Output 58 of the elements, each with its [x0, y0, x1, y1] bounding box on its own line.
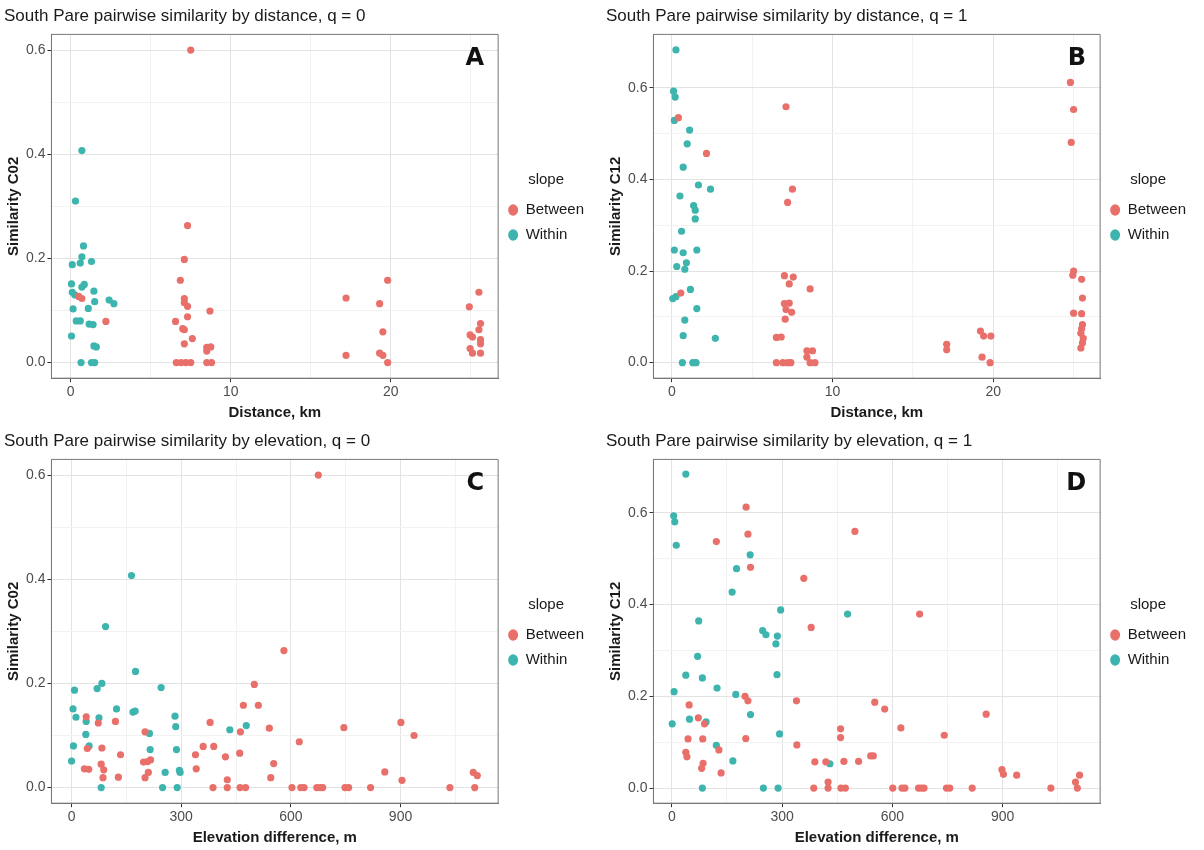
- annotation: C: [466, 467, 485, 496]
- y-tick-label: 0.4: [25, 145, 46, 162]
- chart-title: South Pare pairwise similarity by distance, q = 1: [606, 5, 968, 25]
- x-tick-label: 0: [67, 808, 76, 825]
- annotation: D: [1066, 467, 1087, 496]
- y-tick-label: 0.2: [627, 261, 648, 278]
- y-axis-title: Similarity C12: [606, 156, 624, 256]
- x-tick-label: 0: [66, 383, 75, 400]
- annotation: A: [465, 42, 485, 71]
- legend-label: Within: [525, 225, 568, 243]
- x-tick-label: 300: [770, 808, 795, 825]
- y-axis-title: Similarity C02: [4, 581, 22, 681]
- x-tick-label: 300: [169, 808, 194, 825]
- x-tick-label: 0: [667, 808, 676, 825]
- x-tick-label: 20: [383, 383, 399, 400]
- legend-label: Between: [525, 625, 584, 643]
- legend-label: Within: [525, 650, 568, 668]
- legend-title: slope: [1130, 595, 1166, 613]
- x-axis-title: Elevation difference, m: [794, 828, 959, 846]
- chart-title: South Pare pairwise similarity by elevation, q = 0: [4, 430, 371, 450]
- legend-label: Between: [525, 200, 584, 218]
- y-tick-label: 0.0: [25, 778, 46, 795]
- legend-label: Within: [1127, 650, 1170, 668]
- y-tick-label: 0.0: [25, 353, 46, 370]
- x-tick-label: 900: [388, 808, 413, 825]
- x-tick-label: 0: [668, 383, 677, 400]
- y-tick-label: 0.4: [25, 570, 46, 587]
- legend-label: Between: [1127, 625, 1186, 643]
- x-axis-title: Distance, km: [830, 403, 924, 421]
- y-tick-label: 0.0: [627, 353, 648, 370]
- legend-title: slope: [528, 170, 564, 188]
- x-tick-label: 600: [880, 808, 905, 825]
- legend-label: Between: [1127, 200, 1186, 218]
- y-tick-label: 0.6: [627, 503, 648, 520]
- y-tick-label: 0.0: [627, 778, 648, 795]
- x-tick-label: 900: [991, 808, 1015, 825]
- y-axis-title: Similarity C02: [4, 156, 22, 256]
- x-tick-label: 600: [279, 808, 303, 825]
- y-axis-title: Similarity C12: [606, 581, 624, 681]
- x-tick-label: 20: [985, 383, 1002, 400]
- annotation: B: [1067, 42, 1087, 71]
- x-tick-label: 10: [222, 383, 239, 400]
- legend-label: Within: [1127, 225, 1170, 243]
- chart-title: South Pare pairwise similarity by elevation, q = 1: [606, 430, 973, 450]
- legend-title: slope: [1130, 170, 1166, 188]
- y-tick-label: 0.6: [627, 78, 648, 95]
- chart-title: South Pare pairwise similarity by distance, q = 0: [4, 5, 366, 25]
- y-tick-label: 0.4: [627, 170, 648, 187]
- y-tick-label: 0.2: [627, 687, 648, 704]
- x-tick-label: 10: [824, 383, 841, 400]
- legend-title: slope: [528, 595, 564, 613]
- y-tick-label: 0.6: [25, 465, 46, 482]
- y-tick-label: 0.2: [25, 674, 46, 691]
- y-tick-label: 0.2: [25, 249, 46, 266]
- y-tick-label: 0.6: [25, 40, 46, 57]
- x-axis-title: Elevation difference, m: [192, 828, 357, 846]
- x-axis-title: Distance, km: [228, 403, 322, 421]
- y-tick-label: 0.4: [627, 595, 648, 612]
